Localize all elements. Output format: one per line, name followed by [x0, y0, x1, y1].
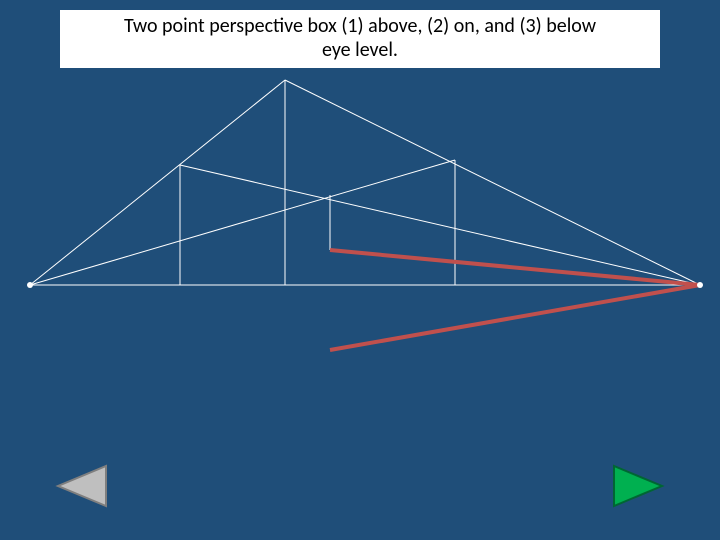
triangle-left-icon — [50, 462, 114, 510]
next-button[interactable] — [606, 462, 670, 510]
perspective-diagram — [0, 0, 720, 540]
prev-button[interactable] — [50, 462, 114, 510]
triangle-right-icon — [606, 462, 670, 510]
